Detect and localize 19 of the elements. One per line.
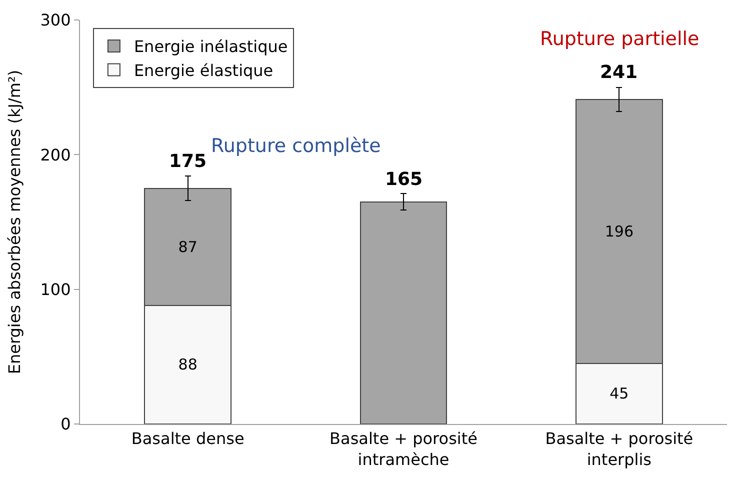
legend-label: Energie élastique [134,61,274,80]
y-tick-label: 0 [60,414,71,434]
legend-label: Energie inélastique [134,37,288,56]
data-label: 87 [178,238,198,256]
x-tick-label: Basalte + porosité intramèche [330,429,478,469]
y-tick-label: 300 [40,10,71,30]
y-tick-label: 100 [40,280,71,299]
data-label: 88 [178,356,198,374]
annotation: Rupture partielle [540,28,700,50]
annotation: Rupture complète [211,135,381,157]
data-label: 196 [604,222,634,240]
x-tick-label: Basalte + porosité interplis [545,429,694,469]
data-label: 45 [610,384,629,403]
y-axis-title: Energies absorbées moyennes (kJ/m²) [5,70,24,374]
y-tick-label: 200 [40,145,71,164]
total-label: 241 [600,62,638,83]
x-tick-label: Basalte dense [131,429,244,448]
total-label: 165 [385,169,423,190]
total-label: 175 [169,151,207,172]
